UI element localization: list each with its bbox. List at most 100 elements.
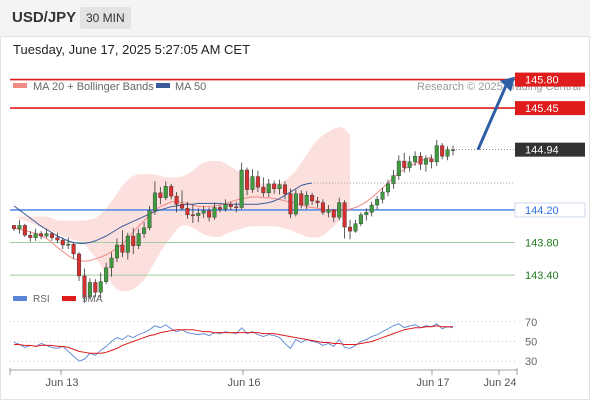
header-bar: USD/JPY 30 MIN [0,0,590,37]
candle-body [196,212,201,216]
level-label-145.80: 145.80 [525,75,559,87]
candle-body [109,257,114,268]
candle-body [407,161,412,168]
legend-swatch-ma20 [13,83,27,88]
candle-body [277,184,282,189]
legend-swatch-ma50 [156,83,170,88]
rsi-tick-30: 30 [525,356,537,368]
candle-body [77,253,82,277]
candle-body [283,184,288,194]
level-label-143.40: 143.40 [525,270,559,282]
candle-body [353,223,358,232]
legend-swatch-rsi [13,296,27,301]
candle-body [299,193,304,206]
candle-body [98,281,103,293]
legend-label-ma20: MA 20 + Bollinger Bands [33,81,154,93]
current-price-label: 144.94 [525,145,559,157]
candle-body [385,183,390,193]
candle-body [288,193,293,215]
candle-body [147,210,152,229]
candle-body [391,175,396,185]
candle-body [413,155,418,163]
candle-body [114,244,119,259]
candle-body [434,145,439,163]
candle-body [239,169,244,208]
candle-body [60,239,65,246]
candle-body [11,225,16,229]
candle-body [169,186,174,197]
candle-body [310,195,315,202]
candle-body [418,155,423,165]
candle-body [429,158,434,163]
current-price-bg [515,142,585,157]
candle-body [142,227,147,234]
legend-label-rsi: RSI [33,294,50,305]
candle-body [315,200,320,203]
rsi-ma-line [14,325,454,354]
rsi-tick-70: 70 [525,317,537,329]
candle-body [228,204,233,207]
candle-body [255,176,260,188]
candle-body [234,206,239,208]
candle-body [423,158,428,165]
x-tick-jun-24: Jun 24 [483,377,516,389]
rsi-tick-50: 50 [525,337,537,349]
candle-body [185,208,190,216]
candle-body [380,191,385,200]
candle-body [245,169,250,190]
legend-label-ma50: MA 50 [175,81,206,93]
candle-body [104,267,109,282]
candle-body [93,282,98,293]
candle-body [125,235,130,253]
level-label-144.20: 144.20 [525,205,559,217]
candle-body [369,204,374,213]
legend-swatch-rsi-ma [62,296,76,301]
rsi-line [13,323,454,362]
level-label-bg-144.20 [514,202,586,218]
candle-body [174,195,179,205]
candle-body [131,235,136,246]
level-label-bg-145.80 [515,72,585,87]
candle-body [396,160,401,176]
candle-body [158,192,163,198]
candle-body [201,210,206,214]
symbol-label: USD/JPY [12,9,77,26]
candle-body [337,202,342,218]
candle-body [136,233,141,246]
candle-body [44,233,49,237]
candle-body [33,233,38,238]
candle-body [375,199,380,206]
legend-label-rsi-ma: 9MA [82,294,103,305]
candle-body [266,183,271,194]
candle-body [163,186,168,198]
x-tick-jun-16: Jun 16 [227,377,260,389]
candle-body [364,212,369,216]
level-label-bg-145.45 [515,101,585,116]
candle-body [28,234,33,238]
candle-body [261,186,266,194]
x-tick-jun-13: Jun 13 [45,377,78,389]
candle-body [451,149,456,151]
candle-body [250,176,255,190]
candle-body [304,195,309,206]
candle-body [342,202,347,228]
timeframe-badge[interactable]: 30 MIN [80,7,131,29]
candle-body [326,209,331,213]
target-arrow-shaft [476,84,508,151]
candle-body [152,192,157,211]
candle-body [320,202,325,213]
candle-body [358,214,363,224]
candle-body [440,145,445,157]
target-arrow-head [500,76,515,92]
candle-body [49,233,54,238]
candle-body [66,243,71,246]
level-label-145.45: 145.45 [525,103,559,115]
candle-body [39,233,44,237]
level-label-143.80: 143.80 [525,238,559,250]
candle-body [82,275,87,298]
candle-body [217,207,222,210]
candle-body [207,210,212,218]
candle-body [180,204,185,209]
candle-body [120,244,125,253]
candle-body [190,214,195,217]
